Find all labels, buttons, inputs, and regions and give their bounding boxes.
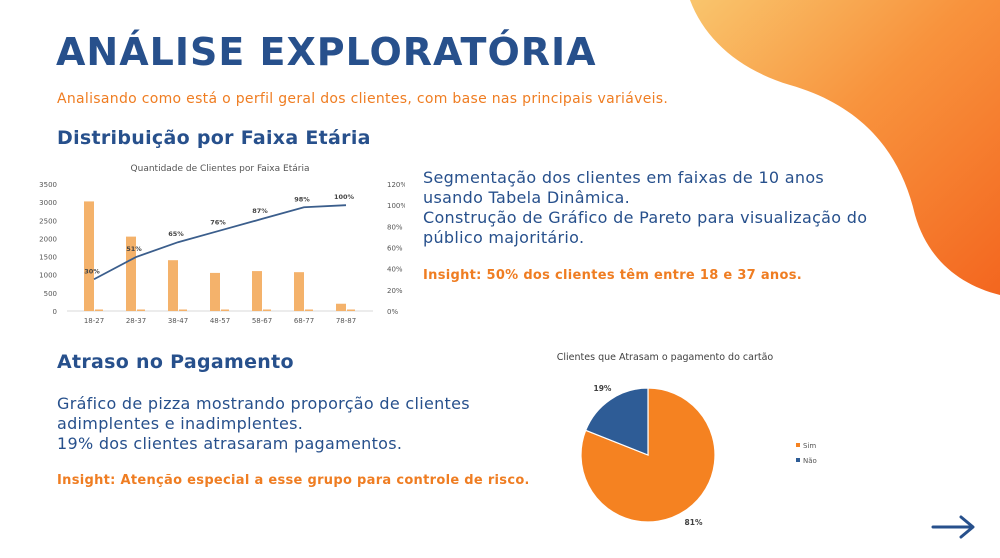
x-tick-label: 18-27: [84, 317, 104, 325]
y-tick-label: 500: [44, 290, 57, 298]
y2-tick-label: 0%: [387, 308, 398, 316]
y-tick-label: 0: [53, 308, 57, 316]
y2-tick-label: 80%: [387, 223, 403, 231]
legend-label: Sim: [803, 442, 816, 450]
data-label: 100%: [334, 193, 355, 201]
y-tick-label: 3000: [39, 199, 57, 207]
bar: [336, 303, 346, 311]
x-tick-label: 58-67: [252, 317, 272, 325]
x-tick-label: 78-87: [336, 317, 356, 325]
bar-secondary: [263, 309, 271, 311]
bar: [210, 272, 220, 311]
data-label: 98%: [294, 195, 310, 203]
legend-swatch: [796, 443, 800, 447]
chart-title: Quantidade de Clientes por Faixa Etária: [131, 164, 310, 174]
section-heading-payment: Atraso no Pagamento: [57, 351, 294, 373]
page-title: ANÁLISE EXPLORATÓRIA: [56, 30, 597, 74]
data-label: 65%: [168, 230, 184, 238]
bar-secondary: [179, 309, 187, 311]
data-label: 30%: [84, 267, 100, 275]
pareto-line: [93, 204, 347, 281]
x-tick-label: 28-37: [126, 317, 146, 325]
data-label: 19%: [593, 384, 611, 393]
pie-slice: [584, 387, 649, 456]
data-label: 76%: [210, 219, 226, 227]
age-description-line: Construção de Gráfico de Pareto para vis…: [423, 208, 868, 227]
payment-description: Gráfico de pizza mostrando proporção de …: [57, 394, 470, 454]
age-description-line: público majoritário.: [423, 228, 585, 247]
payment-description-line: adimplentes e inadimplentes.: [57, 414, 304, 433]
section-heading-age: Distribuição por Faixa Etária: [57, 127, 371, 149]
data-label: 51%: [126, 245, 142, 253]
y2-tick-label: 40%: [387, 266, 403, 274]
legend-label: Não: [803, 457, 817, 465]
age-description: Segmentação dos clientes em faixas de 10…: [423, 168, 867, 248]
y-tick-label: 1000: [39, 272, 57, 280]
swoosh-shape: [690, 0, 1000, 295]
age-description-line: usando Tabela Dinâmica.: [423, 188, 631, 207]
y2-tick-label: 100%: [387, 202, 405, 210]
pie-chart: Clientes que Atrasam o pagamento do cart…: [528, 345, 820, 535]
bar: [126, 236, 136, 311]
bar-secondary: [221, 309, 229, 311]
y2-tick-label: 60%: [387, 245, 403, 253]
y2-tick-label: 20%: [387, 287, 403, 295]
bar: [294, 272, 304, 311]
age-description-line: Segmentação dos clientes em faixas de 10…: [423, 168, 825, 187]
data-label: 81%: [685, 518, 703, 527]
bar: [252, 271, 262, 311]
bar-secondary: [347, 309, 355, 311]
page-subtitle: Analisando como está o perfil geral dos …: [57, 91, 669, 107]
y-tick-label: 1500: [39, 254, 57, 262]
y2-tick-label: 120%: [387, 181, 405, 189]
payment-insight: Insight: Atenção especial a esse grupo p…: [57, 473, 530, 488]
age-insight: Insight: 50% dos clientes têm entre 18 e…: [423, 268, 802, 283]
bar-secondary: [137, 309, 145, 311]
payment-description-line: 19% dos clientes atrasaram pagamentos.: [57, 434, 403, 453]
pareto-chart-svg: Quantidade de Clientes por Faixa Etária 0…: [39, 164, 407, 325]
x-tick-label: 38-47: [168, 317, 188, 325]
pie-chart-svg: Clientes que Atrasam o pagamento do cart…: [557, 352, 817, 527]
arrow-right-icon[interactable]: [930, 512, 978, 542]
pareto-chart: Quantidade de Clientes por Faixa Etária 0…: [35, 156, 407, 326]
bar: [168, 260, 178, 311]
y-tick-label: 2500: [39, 217, 57, 225]
y-tick-label: 3500: [39, 181, 57, 189]
payment-description-line: Gráfico de pizza mostrando proporção de …: [57, 394, 470, 413]
chart-title: Clientes que Atrasam o pagamento do cart…: [557, 352, 774, 363]
y-tick-label: 2000: [39, 235, 57, 243]
bar: [84, 201, 94, 311]
data-label: 87%: [252, 207, 268, 215]
legend-swatch: [796, 458, 800, 462]
x-tick-label: 48-57: [210, 317, 230, 325]
bar-secondary: [95, 309, 103, 311]
x-tick-label: 68-77: [294, 317, 314, 325]
bar-secondary: [305, 309, 313, 311]
